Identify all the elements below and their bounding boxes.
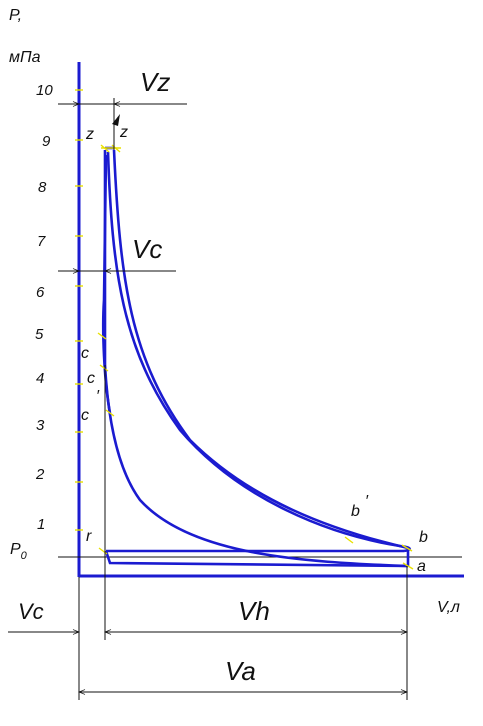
dimension-label-vz: Vz	[140, 67, 170, 97]
point-label-a: a	[417, 558, 426, 575]
y-tick-marks	[75, 89, 83, 531]
y-tick-label: 10	[36, 82, 53, 99]
point-label-c1: c	[81, 345, 89, 362]
point-label-c3: c	[81, 407, 89, 424]
compression-curve	[103, 364, 409, 568]
y-tick-label: 5	[35, 326, 44, 343]
point-label-c2-prime: ′	[96, 388, 100, 405]
z-pointer-arrow	[112, 114, 120, 126]
point-label-c2: c	[87, 370, 95, 387]
y-tick-labels: 10 9 8 7 6 5 4 3 2 1	[35, 82, 53, 533]
expansion-curve	[112, 149, 409, 550]
point-markers	[97, 144, 414, 570]
y-tick-label: 9	[42, 133, 51, 150]
real-compression-curve	[101, 154, 112, 414]
y-tick-label: 3	[36, 417, 45, 434]
point-label-r: r	[86, 528, 92, 545]
point-label-z2: z	[119, 124, 128, 141]
point-label-b: b	[419, 529, 428, 546]
intake-stroke-line	[104, 550, 409, 568]
p0-label: P0	[10, 541, 28, 562]
point-label-b-prime-mark: ′	[365, 493, 369, 510]
point-label-b-prime: b	[351, 503, 360, 520]
y-tick-label: 2	[35, 466, 45, 483]
y-tick-label: 4	[36, 370, 44, 387]
y-tick-label: 8	[38, 179, 47, 196]
y-axis-label: P,	[9, 7, 22, 24]
dimension-label-vh: Vh	[238, 596, 270, 626]
dimension-label-va: Va	[225, 656, 256, 686]
y-tick-label: 6	[36, 284, 45, 301]
y-axis-unit: мПа	[9, 49, 41, 66]
y-tick-label: 7	[37, 233, 46, 250]
dimension-label-vc-lower: Vc	[18, 599, 44, 624]
x-axis-label: V,л	[437, 599, 460, 616]
dimension-label-vc-upper: Vc	[132, 234, 162, 264]
y-tick-label: 1	[37, 516, 45, 533]
point-label-z1: z	[85, 126, 94, 143]
